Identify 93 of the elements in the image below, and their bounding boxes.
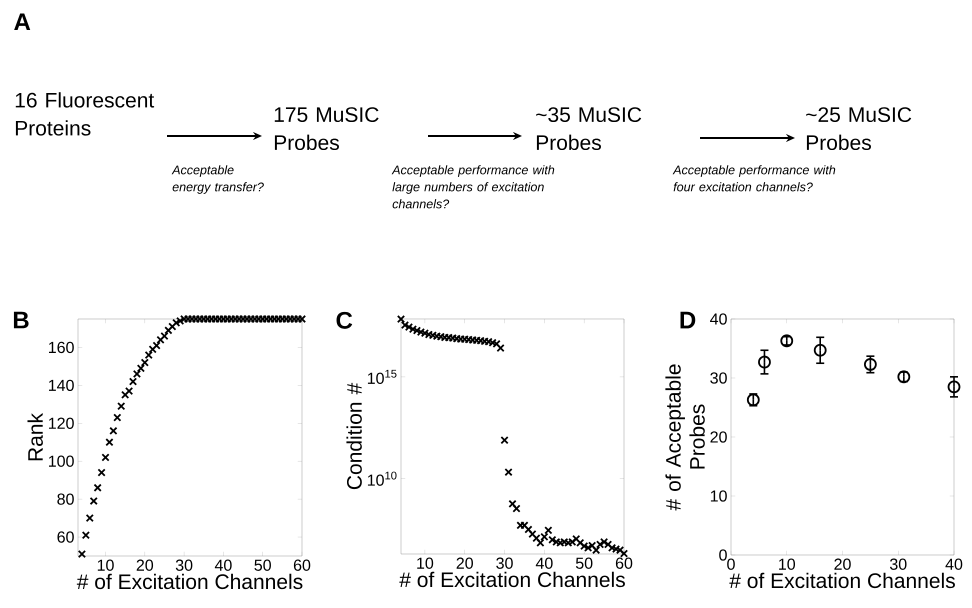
point xyxy=(132,370,142,378)
x-tick-label: 0 xyxy=(727,558,735,570)
y-tick-label: 30 xyxy=(710,372,727,384)
point xyxy=(512,504,521,513)
y-axis-title: Condition # xyxy=(346,382,362,490)
y-tick-label: 60 xyxy=(57,531,74,543)
point xyxy=(396,315,406,324)
y-tick-label: 10 xyxy=(710,490,727,502)
point xyxy=(948,380,960,394)
x-axis-title: # of Excitation Channels xyxy=(729,572,955,588)
point xyxy=(86,514,94,522)
y-tick-label: 120 xyxy=(48,418,74,429)
point xyxy=(113,414,122,422)
point xyxy=(520,521,529,530)
point xyxy=(136,364,145,372)
point xyxy=(117,402,126,410)
point xyxy=(536,538,544,547)
text: ~25 MuSIC Probes xyxy=(806,107,912,150)
point xyxy=(125,386,134,396)
x-tick-label: 30 xyxy=(890,558,907,570)
y-tick-label: 40 xyxy=(710,313,727,325)
point xyxy=(160,332,169,340)
x-tick-label: 20 xyxy=(136,560,154,571)
y-tick-label: 160 xyxy=(48,342,74,354)
point xyxy=(758,356,771,368)
x-tick-label: 30 xyxy=(496,558,513,569)
point xyxy=(504,468,513,476)
point xyxy=(156,336,165,344)
point xyxy=(400,321,410,330)
point xyxy=(620,549,628,558)
point xyxy=(144,350,153,360)
point xyxy=(121,390,130,399)
point xyxy=(109,426,118,435)
y-axis-title: Rank xyxy=(27,412,43,460)
x-tick-label: 50 xyxy=(254,560,271,571)
chart-title: C xyxy=(336,312,352,329)
x-tick-label: 60 xyxy=(294,560,310,571)
x-tick-label: 30 xyxy=(176,560,192,571)
point xyxy=(600,538,608,546)
y-axis-title: # of Acceptable Probes xyxy=(665,364,705,510)
point xyxy=(90,496,98,506)
point xyxy=(105,438,114,446)
point xyxy=(78,550,86,558)
x-tick-label: 10 xyxy=(98,560,114,571)
point xyxy=(864,358,877,371)
text: A xyxy=(14,14,30,30)
point xyxy=(101,453,110,462)
y-tick-label: 100 xyxy=(48,456,74,467)
point xyxy=(128,377,138,386)
y-tick-label: 140 xyxy=(48,380,74,392)
chart-title: B xyxy=(14,312,29,328)
point xyxy=(528,530,536,538)
x-tick-label: 20 xyxy=(456,558,473,569)
y-tick-label: 10$^{10}$ xyxy=(368,472,397,486)
point xyxy=(508,500,517,508)
point xyxy=(164,326,172,334)
x-tick-label: 10 xyxy=(417,558,434,569)
chart-title: D xyxy=(680,312,696,328)
text: 16 Fluorescent Proteins xyxy=(16,92,154,136)
x-tick-label: 40 xyxy=(214,560,232,571)
point xyxy=(172,318,180,327)
x-axis-title: # of Excitation Channels xyxy=(399,572,625,588)
x-tick-label: 10 xyxy=(779,558,796,570)
text: 175 MuSIC Probes xyxy=(274,107,379,150)
point xyxy=(168,322,176,331)
x-tick-label: 20 xyxy=(834,558,851,570)
point xyxy=(524,525,533,534)
point xyxy=(148,345,157,354)
point xyxy=(612,544,620,554)
point xyxy=(496,344,505,352)
x-tick-label: 60 xyxy=(616,558,632,569)
text: Acceptable performance with large numbers of excitation channels? xyxy=(392,165,554,208)
point xyxy=(572,534,580,544)
y-tick-label: 0 xyxy=(719,549,727,561)
point xyxy=(814,344,827,357)
point xyxy=(140,358,149,367)
x-tick-label: 40 xyxy=(945,558,962,570)
point xyxy=(94,484,102,492)
y-tick-label: 20 xyxy=(710,431,727,443)
x-tick-label: 40 xyxy=(536,558,553,569)
text: Acceptable performance with four excitation channels? xyxy=(672,165,836,192)
x-tick-label: 50 xyxy=(576,558,592,569)
text: Acceptable energy transfer? xyxy=(172,165,264,194)
y-tick-label: 10$^{15}$ xyxy=(368,370,396,384)
point xyxy=(516,521,525,530)
point xyxy=(500,436,509,444)
y-tick-label: 80 xyxy=(57,493,74,505)
point xyxy=(98,468,106,477)
x-axis-title: # of Excitation Channels xyxy=(76,574,302,590)
point xyxy=(152,341,161,350)
text: ~35 MuSIC Probes xyxy=(536,107,642,150)
point xyxy=(544,526,552,534)
point xyxy=(82,531,90,540)
